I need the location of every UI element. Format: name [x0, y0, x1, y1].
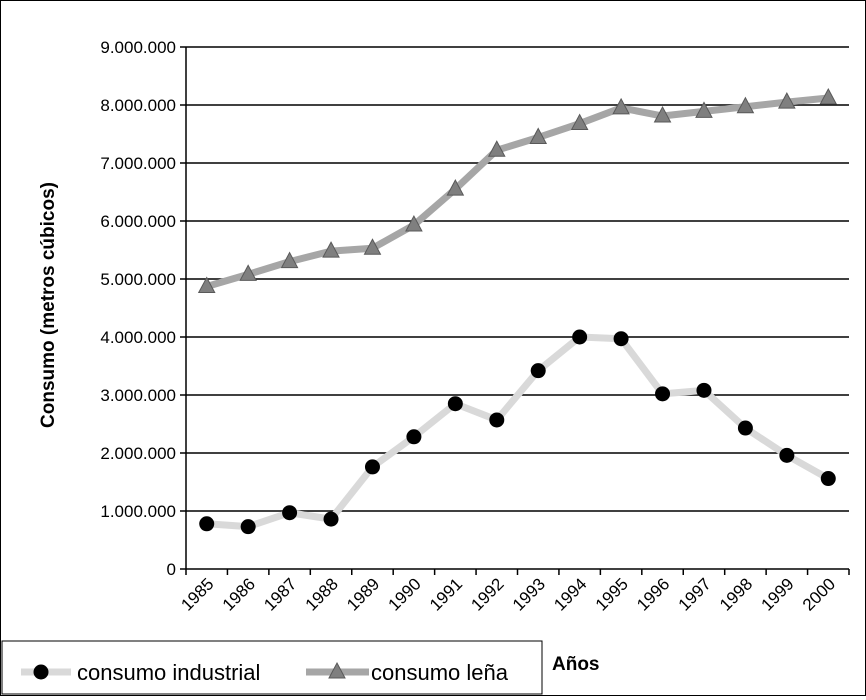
data-point	[447, 396, 463, 412]
data-point	[446, 179, 465, 196]
gridlines	[186, 46, 849, 512]
x-tick-label: 1986	[219, 574, 259, 614]
y-tick-label: 0	[167, 560, 176, 579]
x-tick-label: 1989	[343, 574, 383, 614]
data-point	[199, 516, 215, 532]
x-tick-label: 1997	[675, 574, 715, 614]
series-lena	[197, 87, 838, 294]
data-point	[529, 127, 548, 144]
data-point	[364, 459, 380, 475]
data-point	[612, 97, 630, 115]
series-line	[205, 94, 829, 290]
x-tick-label: 1995	[592, 574, 632, 614]
data-point	[737, 420, 753, 436]
y-tick-label: 7.000.000	[100, 154, 176, 173]
x-tick-label: 1987	[260, 574, 300, 614]
x-tick-label: 1998	[716, 574, 756, 614]
data-point	[487, 140, 506, 157]
y-tick-label: 6.000.000	[100, 212, 176, 231]
x-tick-label: 1988	[302, 574, 342, 614]
legend-box	[1, 640, 543, 695]
legend: consumo industrial consumo leña	[1, 640, 543, 695]
x-tick-label: 1994	[550, 574, 590, 614]
data-point	[197, 276, 216, 294]
x-tick-label: 1992	[467, 574, 507, 614]
data-point	[530, 363, 546, 379]
series-industrial	[199, 329, 836, 535]
y-tick-label: 1.000.000	[100, 502, 176, 521]
data-point	[323, 511, 339, 527]
x-tick-label: 1990	[385, 574, 425, 614]
x-tick-label: 1993	[509, 574, 549, 614]
data-point	[653, 105, 672, 123]
data-point	[322, 241, 340, 258]
y-tick-label: 9.000.000	[100, 38, 176, 57]
series	[197, 87, 838, 535]
data-point	[363, 238, 382, 255]
data-point	[406, 429, 422, 445]
data-point	[489, 412, 505, 428]
data-point	[736, 96, 755, 114]
x-axis-title: Años	[552, 654, 600, 675]
data-point	[280, 251, 299, 269]
data-point	[779, 447, 795, 463]
y-tick-label: 3.000.000	[100, 386, 176, 405]
y-tick-label: 8.000.000	[100, 96, 176, 115]
data-point	[282, 505, 298, 521]
data-point	[778, 92, 796, 109]
data-point	[613, 331, 629, 347]
data-point	[820, 471, 836, 487]
data-point	[570, 113, 589, 131]
y-tick-label: 4.000.000	[100, 328, 176, 347]
data-point	[240, 519, 256, 535]
x-tick-label: 1991	[426, 574, 466, 614]
axes	[180, 46, 850, 575]
data-point	[239, 264, 257, 281]
legend-marker-lena	[328, 661, 346, 679]
x-tick-label: 1999	[757, 574, 797, 614]
legend-label-lena: consumo leña	[371, 660, 509, 685]
x-tick-label: 1996	[633, 574, 673, 614]
data-point	[655, 386, 671, 402]
data-point	[572, 329, 588, 345]
x-tick-label: 1985	[177, 574, 217, 614]
legend-marker-industrial	[33, 664, 49, 680]
data-point	[405, 214, 423, 232]
y-tick-label: 5.000.000	[100, 270, 176, 289]
data-point	[696, 382, 712, 398]
data-point	[695, 101, 713, 118]
y-axis-title: Consumo (metros cúbicos)	[38, 182, 59, 428]
data-point	[819, 87, 838, 105]
y-tick-label: 2.000.000	[100, 444, 176, 463]
series-line	[206, 333, 830, 531]
x-tick-label: 2000	[799, 574, 839, 614]
legend-label-industrial: consumo industrial	[77, 660, 260, 685]
